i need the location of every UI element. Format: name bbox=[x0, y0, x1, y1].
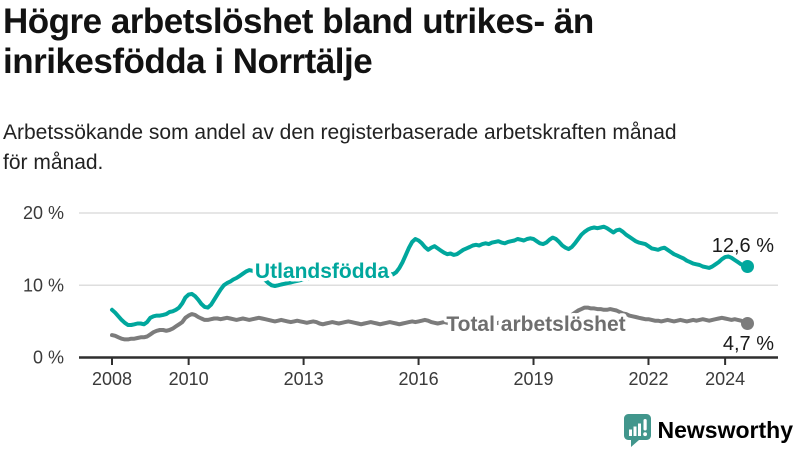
series-end-value-label-0: 12,6 % bbox=[712, 235, 774, 257]
newsworthy-branding: Newsworthy bbox=[623, 413, 793, 447]
bar-1 bbox=[628, 429, 632, 436]
series-end-dot-0 bbox=[741, 260, 754, 273]
series-end-dot-1 bbox=[741, 317, 754, 330]
series-inline-label-0: Utlandsfödda bbox=[255, 260, 389, 283]
exclamation-dot bbox=[642, 431, 647, 436]
series-end-value-label-1: 4,7 % bbox=[723, 333, 774, 355]
bar-3 bbox=[637, 423, 641, 436]
x-axis-tick-label: 2022 bbox=[628, 369, 668, 389]
newsworthy-logo-text: Newsworthy bbox=[657, 416, 793, 443]
x-axis-tick-label: 2024 bbox=[705, 369, 745, 389]
x-axis-tick-label: 2019 bbox=[513, 369, 553, 389]
newsworthy-logo-icon bbox=[623, 413, 651, 447]
y-axis-tick-label: 0 % bbox=[33, 348, 64, 368]
x-axis-tick-label: 2016 bbox=[399, 369, 439, 389]
y-axis-tick-label: 20 % bbox=[23, 203, 64, 223]
chart-title: Högre arbetslöshet bland utrikes- än inr… bbox=[3, 2, 594, 81]
x-axis-tick-label: 2013 bbox=[284, 369, 324, 389]
x-axis-tick-label: 2008 bbox=[92, 369, 132, 389]
speech-bubble-shape bbox=[623, 413, 651, 447]
chart-subtitle: Arbetssökande som andel av den registerb… bbox=[3, 121, 677, 174]
x-axis-tick-label: 2010 bbox=[169, 369, 209, 389]
y-axis-tick-label: 10 % bbox=[23, 275, 64, 295]
series-line-0 bbox=[110, 224, 750, 327]
series-inline-label-1: Total arbetslöshet bbox=[446, 313, 625, 336]
exclamation-stroke bbox=[643, 418, 647, 430]
bar-2 bbox=[633, 426, 637, 436]
series-line-1 bbox=[110, 305, 750, 342]
